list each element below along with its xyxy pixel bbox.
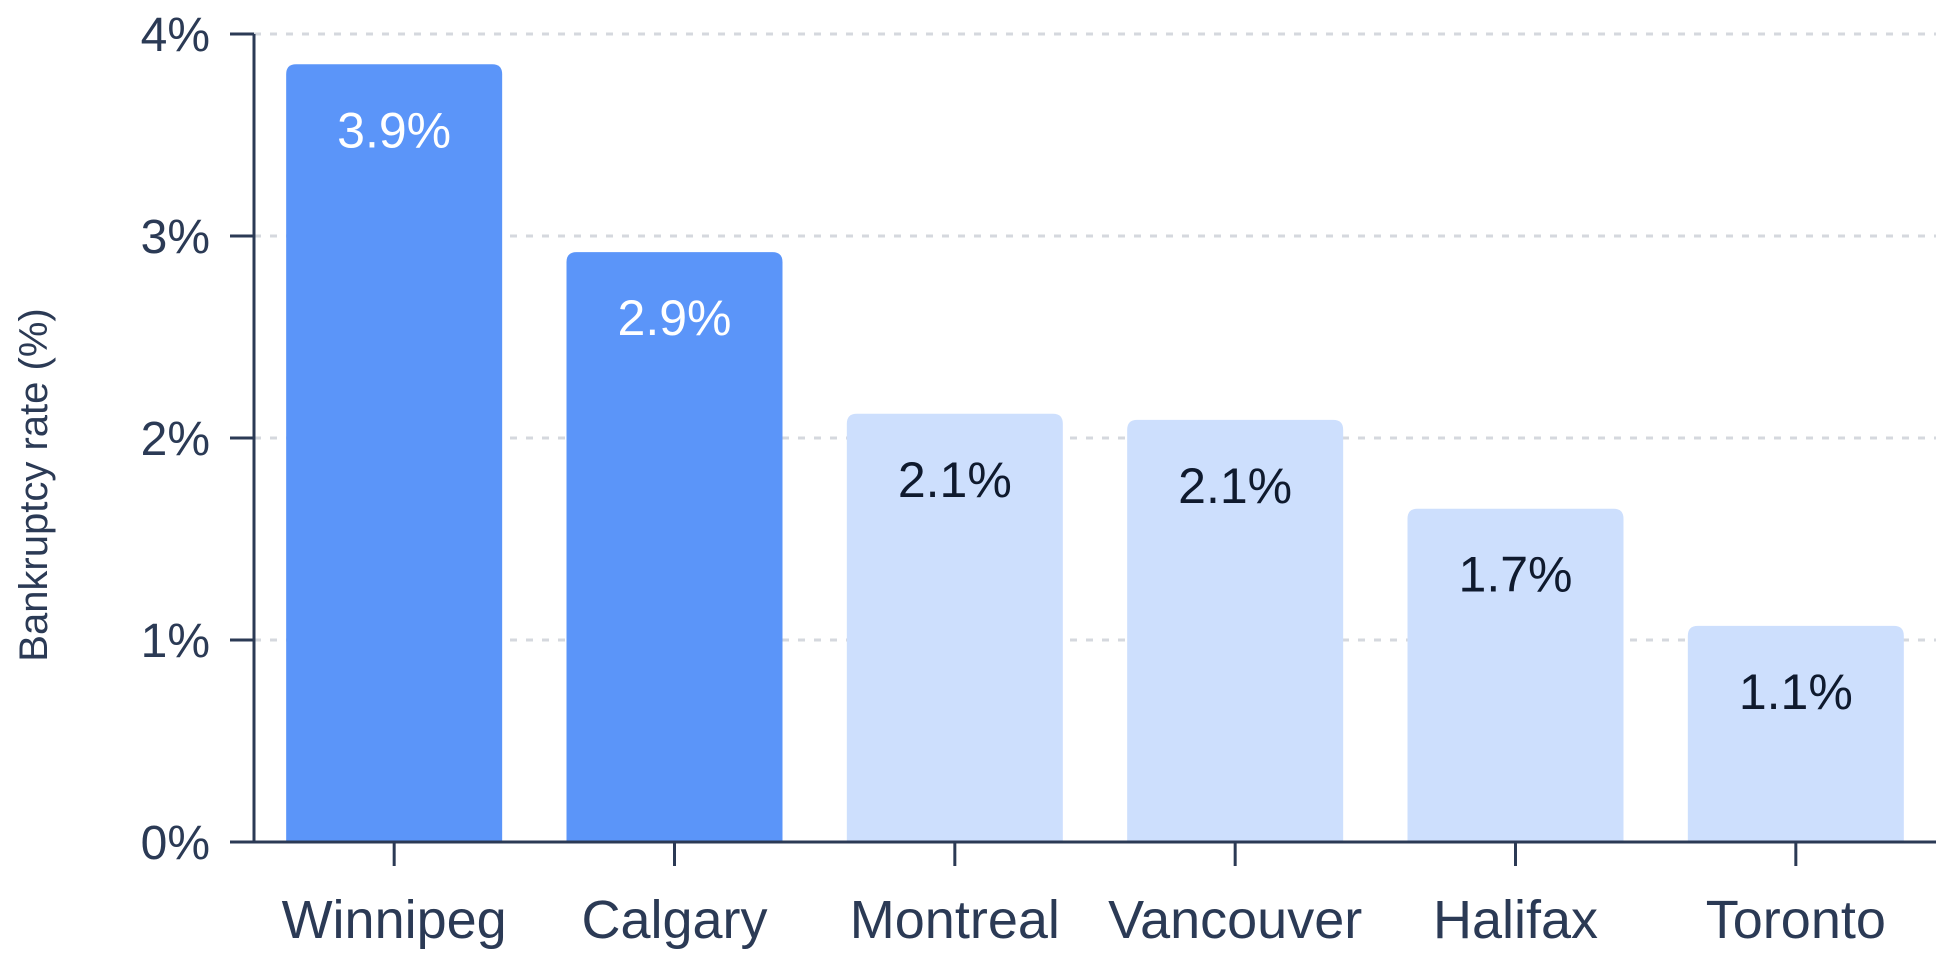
y-tick-label: 2% [141, 413, 210, 466]
x-tick-label-montreal: Montreal [850, 890, 1060, 950]
x-tick-label-winnipeg: Winnipeg [282, 890, 507, 950]
data-label-montreal: 2.1% [898, 452, 1012, 508]
data-label-halifax: 1.7% [1459, 547, 1573, 603]
data-label-toronto: 1.1% [1739, 664, 1853, 720]
x-tick-labels: Winnipeg Calgary Montreal Vancouver Halifax T… [282, 842, 1886, 950]
x-tick-label-toronto: Toronto [1706, 890, 1886, 950]
y-tick-label: 1% [141, 615, 210, 668]
bar-calgary [566, 252, 783, 842]
data-label-vancouver: 2.1% [1178, 458, 1292, 514]
y-ticks: 0% 1% 2% 3% 4% [141, 9, 254, 870]
y-axis-title: Bankruptcy rate (%) [12, 308, 56, 661]
y-tick-label: 4% [141, 9, 210, 62]
bar-halifax [1407, 508, 1624, 842]
grid-lines [254, 32, 1936, 642]
data-label-winnipeg: 3.9% [337, 102, 451, 158]
bars: 3.9% 2.9% 2.1% 2.1% 1.7% 1.1% [286, 64, 1904, 843]
bar-montreal [846, 413, 1063, 842]
x-tick-label-halifax: Halifax [1433, 890, 1598, 950]
bar-winnipeg [286, 64, 503, 843]
data-label-calgary: 2.9% [618, 290, 732, 346]
bar-toronto [1687, 625, 1904, 842]
y-tick-label: 0% [141, 817, 210, 870]
x-tick-label-calgary: Calgary [581, 890, 767, 950]
y-tick-label: 3% [141, 211, 210, 264]
bar-vancouver [1127, 419, 1344, 842]
x-tick-label-vancouver: Vancouver [1108, 890, 1362, 950]
